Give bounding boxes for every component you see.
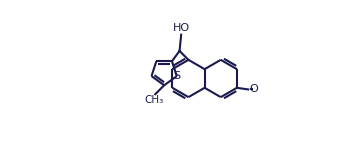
Text: CH₃: CH₃ — [145, 95, 164, 105]
Text: O: O — [249, 84, 258, 94]
Text: S: S — [173, 71, 180, 81]
Text: HO: HO — [173, 23, 190, 33]
